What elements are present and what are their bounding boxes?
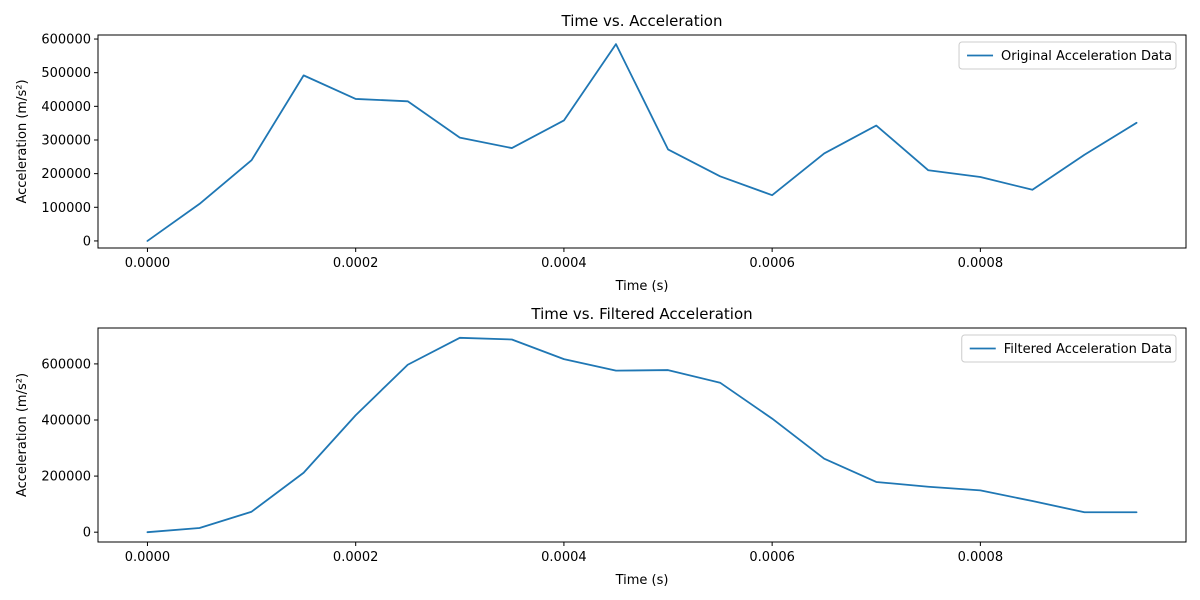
legend-label: Filtered Acceleration Data (1004, 342, 1172, 357)
y-tick-label: 0 (83, 234, 91, 249)
legend: Original Acceleration Data (958, 41, 1177, 70)
series-line-1 (146, 43, 1138, 242)
y-tick-label: 300000 (41, 133, 91, 148)
y-tick-label: 200000 (41, 167, 91, 182)
y-tick-label: 600000 (41, 357, 91, 372)
x-tick-label: 0.0002 (333, 550, 379, 565)
x-axis-label: Time (s) (615, 573, 669, 588)
chart-2: Time vs. Filtered Acceleration 0.0000 0.00… (15, 305, 1187, 588)
x-tick-label: 0.0002 (333, 256, 379, 271)
chart-title: Time vs. Acceleration (561, 12, 723, 30)
y-tick-label: 500000 (41, 66, 91, 81)
legend: Filtered Acceleration Data (961, 334, 1177, 363)
y-tick-label: 400000 (41, 413, 91, 428)
x-tick-label: 0.0004 (541, 550, 587, 565)
series-line-1 (146, 336, 1138, 534)
x-tick-label: 0.0000 (125, 550, 171, 565)
y-tick-label: 600000 (41, 33, 91, 48)
legend-label: Original Acceleration Data (1001, 49, 1172, 64)
y-axis-label: Acceleration (m/s²) (15, 79, 30, 203)
x-tick-label: 0.0008 (958, 256, 1004, 271)
y-axis-label: Acceleration (m/s²) (15, 373, 30, 497)
y-tick-label: 0 (83, 526, 91, 541)
x-tick-label: 0.0000 (125, 256, 171, 271)
x-tick-label: 0.0006 (749, 256, 795, 271)
y-tick-label: 200000 (41, 470, 91, 485)
plot-frame (97, 34, 1187, 249)
plot-frame (97, 327, 1187, 543)
y-tick-label: 100000 (41, 201, 91, 216)
legend-box (961, 334, 1177, 363)
x-tick-label: 0.0004 (541, 256, 587, 271)
legend-box (958, 41, 1177, 70)
chart-1: Time vs. Acceleration 0.0000 0.0002 0.0004 0… (15, 12, 1187, 294)
x-tick-label: 0.0008 (958, 550, 1004, 565)
x-axis-label: Time (s) (615, 279, 669, 294)
y-tick-label: 400000 (41, 100, 91, 115)
chart-title: Time vs. Filtered Acceleration (530, 305, 752, 323)
x-tick-label: 0.0006 (749, 550, 795, 565)
